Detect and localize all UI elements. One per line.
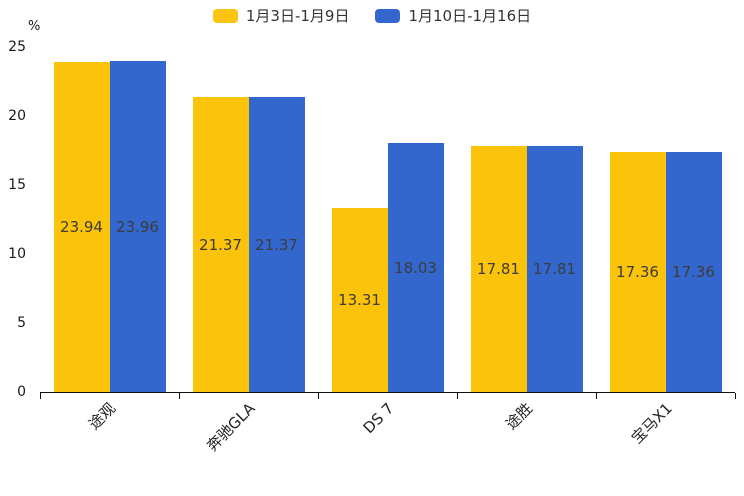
bar-value-label: 13.31	[338, 291, 381, 310]
x-axis-tick	[735, 393, 736, 399]
x-axis-tick	[179, 393, 180, 399]
x-axis-tick	[40, 393, 41, 399]
bar-series1-途胜	[470, 146, 527, 392]
x-category-label: DS 7	[359, 399, 398, 438]
bar-series1-奔驰GLA	[192, 97, 249, 392]
y-tick-label: 15	[8, 177, 26, 193]
y-tick-label: 20	[8, 108, 26, 124]
legend-item-series2[interactable]: 1月10日-1月16日	[375, 6, 531, 26]
y-tick-label: 0	[17, 384, 26, 400]
bar-value-label: 17.36	[616, 263, 659, 282]
x-category-label: 途观	[85, 399, 120, 434]
bar-series2-途观	[109, 61, 166, 392]
x-category-label: 途胜	[502, 399, 537, 434]
bar-value-label: 17.36	[672, 263, 715, 282]
y-tick-label: 10	[8, 246, 26, 262]
legend-item-label: 1月10日-1月16日	[408, 7, 532, 25]
legend-swatch-icon	[375, 9, 401, 23]
bar-series2-途胜	[526, 146, 583, 392]
x-axis-tick	[318, 393, 319, 399]
legend: 1月3日-1月9日 1月10日-1月16日	[0, 6, 744, 26]
legend-swatch-icon	[212, 9, 238, 23]
bar-value-label: 18.03	[394, 258, 437, 277]
y-tick-label: 5	[17, 315, 26, 331]
legend-item-label: 1月3日-1月9日	[245, 7, 350, 25]
x-axis-line	[40, 392, 735, 393]
x-axis-tick	[457, 393, 458, 399]
bar-value-label: 23.96	[116, 217, 159, 236]
y-tick-label: 25	[8, 39, 26, 55]
bar-value-label: 21.37	[255, 235, 298, 254]
bar-series1-DS 7	[331, 208, 388, 392]
x-axis-tick	[596, 393, 597, 399]
bar-series1-宝马X1	[609, 152, 666, 392]
bar-value-label: 21.37	[199, 235, 242, 254]
bar-series2-宝马X1	[665, 152, 722, 392]
bar-value-label: 23.94	[60, 217, 103, 236]
bar-series2-奔驰GLA	[248, 97, 305, 392]
bar-series1-途观	[53, 61, 110, 392]
y-axis-unit-label: %	[28, 19, 41, 34]
legend-item-series1[interactable]: 1月3日-1月9日	[212, 6, 350, 26]
x-category-label: 奔驰GLA	[202, 399, 259, 455]
x-category-label: 宝马X1	[627, 399, 676, 448]
bar-value-label: 17.81	[477, 260, 520, 279]
bar-value-label: 17.81	[533, 260, 576, 279]
bar-series2-DS 7	[387, 143, 444, 392]
